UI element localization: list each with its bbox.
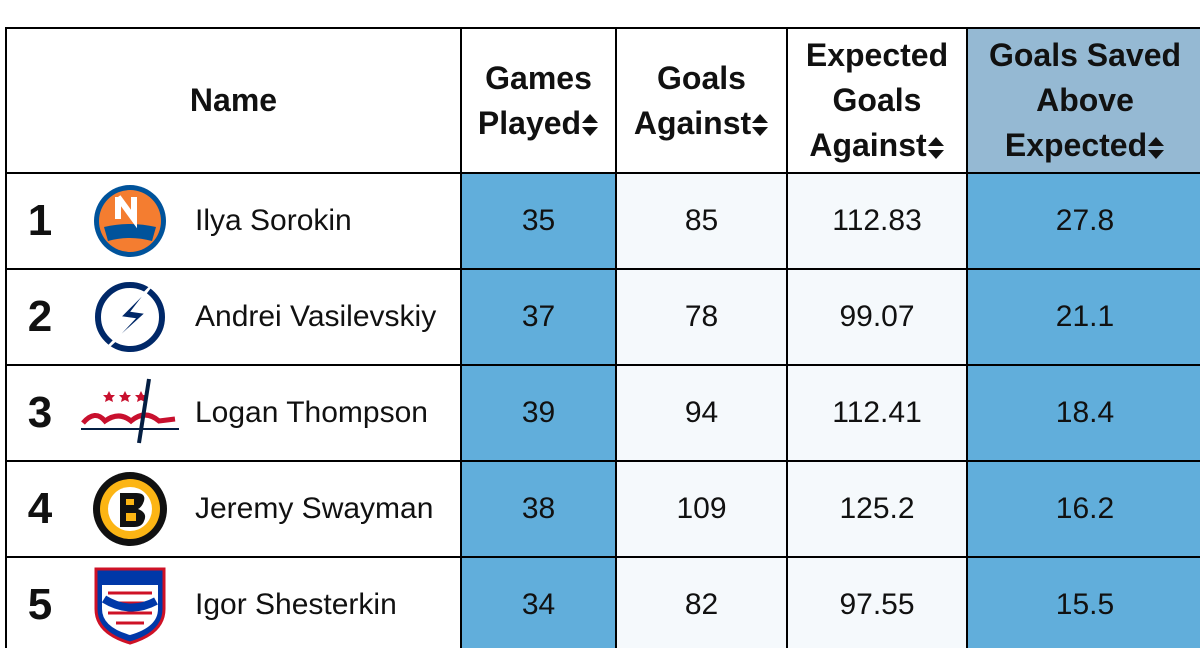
name-cell: 2 Andrei Vasilevskiy (5, 268, 462, 366)
stat-cell: 97.55 (786, 556, 968, 648)
name-wrap: 1 Ilya Sorokin (7, 174, 460, 268)
header-text: Expected Goals Against (805, 37, 949, 163)
stat-cell: 37 (460, 268, 617, 366)
stat-cell: 16.2 (966, 460, 1200, 558)
team-logo (65, 563, 195, 647)
rank: 5 (27, 580, 53, 629)
stat-cell: 109 (615, 460, 788, 558)
name-wrap: 5 Igor Shesterkin (7, 558, 460, 648)
stat-cell: 39 (460, 364, 617, 462)
table-row: 4 Jeremy Swayman 38 109 125.2 16.2 (5, 460, 1200, 558)
logo-icon (93, 472, 167, 546)
stat-cell: 34 (460, 556, 617, 648)
table-row: 2 Andrei Vasilevskiy 37 78 99.07 21.1 (5, 268, 1200, 366)
header-cell[interactable]: Name (5, 27, 462, 174)
player-name: Ilya Sorokin (195, 204, 352, 237)
table-container: Name Games Played Goals Against Expected… (5, 27, 1200, 648)
header-cell[interactable]: Expected Goals Against (786, 27, 968, 174)
header-cell[interactable]: Goals Against (615, 27, 788, 174)
name-cell: 5 Igor Shesterkin (5, 556, 462, 648)
stat-cell: 94 (615, 364, 788, 462)
stat-cell: 112.41 (786, 364, 968, 462)
logo-icon (95, 282, 165, 352)
sort-icon (1148, 136, 1165, 159)
player-name: Logan Thompson (195, 396, 428, 429)
rank: 4 (27, 484, 53, 533)
stat-cell: 15.5 (966, 556, 1200, 648)
header-row: Name Games Played Goals Against Expected… (5, 27, 1200, 174)
name-wrap: 4 Jeremy Swayman (7, 462, 460, 556)
name-cell: 1 Ilya Sorokin (5, 172, 462, 270)
logo-icon (94, 185, 166, 257)
player-name: Igor Shesterkin (195, 588, 397, 621)
logo-icon (81, 378, 179, 444)
team-logo (65, 277, 195, 357)
player-name: Andrei Vasilevskiy (195, 300, 437, 333)
goalie-table: Name Games Played Goals Against Expected… (5, 27, 1200, 648)
stat-cell: 35 (460, 172, 617, 270)
rank: 3 (27, 388, 53, 437)
player-name: Jeremy Swayman (195, 492, 434, 525)
name-wrap: 3 Logan Thompson (7, 366, 460, 460)
rank: 1 (27, 196, 53, 245)
table-row: 1 Ilya Sorokin 35 85 112.83 27.8 (5, 172, 1200, 270)
header-text: Games Played (477, 59, 592, 141)
name-cell: 4 Jeremy Swayman (5, 460, 462, 558)
stat-cell: 82 (615, 556, 788, 648)
table-body: 1 Ilya Sorokin 35 85 112.83 27.8 2 Andrei Vasil… (5, 172, 1200, 648)
team-logo (65, 181, 195, 261)
header-text: Goals Saved Above Expected (988, 37, 1182, 163)
sort-icon (752, 114, 769, 137)
stat-cell: 27.8 (966, 172, 1200, 270)
stat-cell: 21.1 (966, 268, 1200, 366)
rank: 2 (27, 292, 53, 341)
stat-cell: 125.2 (786, 460, 968, 558)
header-text: Name (189, 82, 278, 118)
sort-icon (927, 136, 944, 159)
stat-cell: 99.07 (786, 268, 968, 366)
name-wrap: 2 Andrei Vasilevskiy (7, 270, 460, 364)
stat-cell: 112.83 (786, 172, 968, 270)
header-text: Goals Against (633, 59, 752, 141)
team-logo (65, 469, 195, 549)
table-row: 5 Igor Shesterkin 34 82 97.55 15.5 (5, 556, 1200, 648)
name-cell: 3 Logan Thompson (5, 364, 462, 462)
stat-cell: 18.4 (966, 364, 1200, 462)
stat-cell: 38 (460, 460, 617, 558)
stat-cell: 85 (615, 172, 788, 270)
table-row: 3 Logan Thompson 39 94 112.41 18.4 (5, 364, 1200, 462)
header-cell[interactable]: Games Played (460, 27, 617, 174)
stat-cell: 78 (615, 268, 788, 366)
header-cell[interactable]: Goals Saved Above Expected (966, 27, 1200, 174)
team-logo (65, 373, 195, 453)
sort-icon (582, 114, 599, 137)
logo-icon (94, 567, 166, 645)
